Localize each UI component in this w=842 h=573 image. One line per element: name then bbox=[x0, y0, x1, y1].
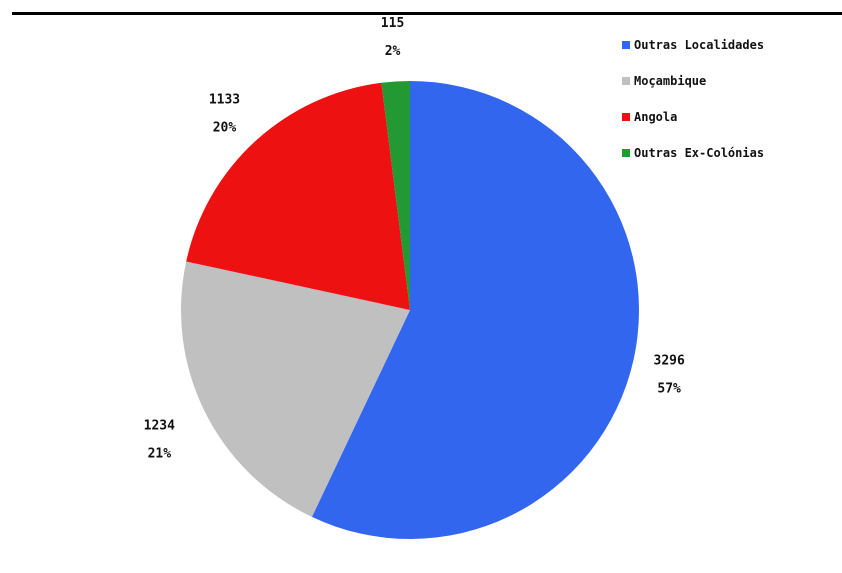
legend-swatch bbox=[622, 77, 630, 85]
pie-slice-outras-ex-colonias bbox=[381, 81, 410, 310]
pie-slice-angola bbox=[186, 82, 410, 310]
legend-swatch bbox=[622, 113, 630, 121]
legend: Outras Localidades Moçambique Angola Out… bbox=[622, 36, 764, 180]
slice-percent-label-angola: 20% bbox=[213, 120, 237, 135]
legend-item-outras-localidades: Outras Localidades bbox=[622, 36, 764, 54]
legend-item-angola: Angola bbox=[622, 108, 764, 126]
slice-value-label-outras-localidades: 3296 bbox=[654, 353, 685, 368]
pie-slice-mocambique bbox=[181, 261, 410, 517]
legend-label: Angola bbox=[634, 110, 678, 124]
legend-swatch bbox=[622, 149, 630, 157]
slice-value-label-mocambique: 1234 bbox=[144, 418, 175, 433]
legend-item-mocambique: Moçambique bbox=[622, 72, 764, 90]
legend-item-outras-ex-colonias: Outras Ex-Colónias bbox=[622, 144, 764, 162]
legend-label: Moçambique bbox=[634, 74, 707, 88]
legend-label: Outras Ex-Colónias bbox=[634, 146, 765, 160]
legend-swatch bbox=[622, 41, 630, 49]
slice-value-label-outras-ex-colonias: 115 bbox=[381, 16, 404, 31]
legend-label: Outras Localidades bbox=[634, 38, 765, 52]
slice-value-label-angola: 1133 bbox=[209, 92, 240, 107]
top-rule bbox=[12, 12, 842, 15]
slice-percent-label-outras-ex-colonias: 2% bbox=[385, 44, 401, 59]
slice-percent-label-outras-localidades: 57% bbox=[657, 381, 681, 396]
pie-slice-outras-localidades bbox=[311, 81, 639, 539]
slice-percent-label-mocambique: 21% bbox=[148, 446, 172, 461]
